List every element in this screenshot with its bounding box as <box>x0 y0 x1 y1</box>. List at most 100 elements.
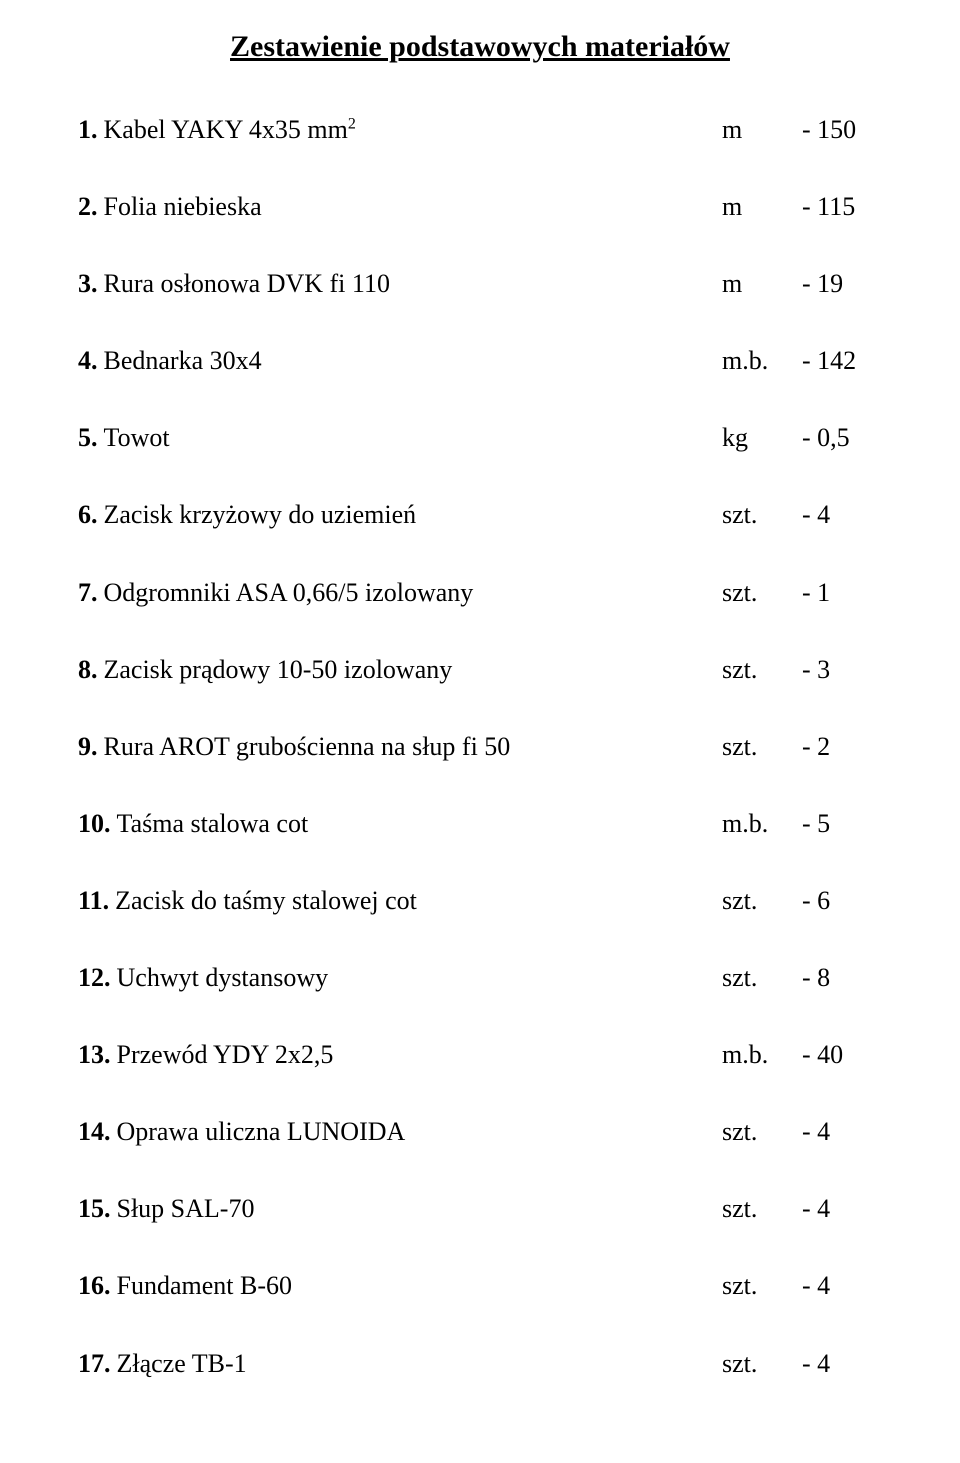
item-number: 10. <box>78 806 111 841</box>
item-quantity: - 142 <box>802 343 882 378</box>
item-name: Bednarka 30x4 <box>98 343 723 378</box>
item-name-superscript: 2 <box>348 115 356 132</box>
list-item: 8.Zacisk prądowy 10-50 izolowanyszt.- 3 <box>78 652 882 687</box>
item-number: 16. <box>78 1268 111 1303</box>
item-unit: szt. <box>722 1191 802 1226</box>
item-name-text: Folia niebieska <box>104 192 262 221</box>
item-unit: szt. <box>722 1268 802 1303</box>
item-quantity: - 4 <box>802 1346 882 1381</box>
item-quantity: - 4 <box>802 1191 882 1226</box>
list-item: 15.Słup SAL-70 szt.- 4 <box>78 1191 882 1226</box>
item-number: 5. <box>78 420 98 455</box>
item-name: Złącze TB-1 <box>111 1346 723 1381</box>
list-item: 14.Oprawa uliczna LUNOIDAszt.- 4 <box>78 1114 882 1149</box>
list-item: 3.Rura osłonowa DVK fi 110 m- 19 <box>78 266 882 301</box>
item-name-text: Rura osłonowa DVK fi 110 <box>104 269 390 298</box>
item-number: 4. <box>78 343 98 378</box>
item-unit: szt. <box>722 652 802 687</box>
item-name-text: Zacisk prądowy 10-50 izolowany <box>104 655 453 684</box>
item-unit: szt. <box>722 497 802 532</box>
item-quantity: - 6 <box>802 883 882 918</box>
item-unit: m <box>722 189 802 224</box>
item-name-text: Bednarka 30x4 <box>104 346 262 375</box>
item-unit: m.b. <box>722 806 802 841</box>
item-quantity: - 19 <box>802 266 882 301</box>
item-name-text: Towot <box>104 423 170 452</box>
item-name: Folia niebieska <box>98 189 723 224</box>
item-name: Zacisk krzyżowy do uziemień <box>98 497 723 532</box>
item-number: 1. <box>78 112 98 147</box>
list-item: 16.Fundament B-60 szt.- 4 <box>78 1268 882 1303</box>
item-name-text: Kabel YAKY 4x35 mm <box>104 115 348 144</box>
item-number: 17. <box>78 1346 111 1381</box>
item-name: Taśma stalowa cot <box>111 806 723 841</box>
item-name: Rura osłonowa DVK fi 110 <box>98 266 723 301</box>
item-unit: szt. <box>722 575 802 610</box>
list-item: 5.Towot kg- 0,5 <box>78 420 882 455</box>
item-unit: szt. <box>722 729 802 764</box>
list-item: 12.Uchwyt dystansowy szt.- 8 <box>78 960 882 995</box>
item-name-text: Rura AROT grubościenna na słup fi 50 <box>104 732 511 761</box>
item-unit: m <box>722 266 802 301</box>
item-quantity: - 40 <box>802 1037 882 1072</box>
item-name: Fundament B-60 <box>111 1268 723 1303</box>
item-quantity: - 4 <box>802 1268 882 1303</box>
item-name-text: Złącze TB-1 <box>117 1349 247 1378</box>
item-name: Kabel YAKY 4x35 mm2 <box>98 112 723 147</box>
document-page: Zestawienie podstawowych materiałów 1.Ka… <box>0 0 960 1463</box>
item-number: 9. <box>78 729 98 764</box>
item-unit: m.b. <box>722 1037 802 1072</box>
item-number: 15. <box>78 1191 111 1226</box>
item-quantity: - 5 <box>802 806 882 841</box>
item-name: Zacisk do taśmy stalowej cot <box>109 883 722 918</box>
item-quantity: - 2 <box>802 729 882 764</box>
item-name-text: Fundament B-60 <box>117 1271 293 1300</box>
item-number: 12. <box>78 960 111 995</box>
item-number: 7. <box>78 575 98 610</box>
page-title: Zestawienie podstawowych materiałów <box>78 30 882 64</box>
item-name: Uchwyt dystansowy <box>111 960 723 995</box>
item-name: Słup SAL-70 <box>111 1191 723 1226</box>
list-item: 6.Zacisk krzyżowy do uziemień szt.- 4 <box>78 497 882 532</box>
list-item: 13.Przewód YDY 2x2,5 m.b.- 40 <box>78 1037 882 1072</box>
list-item: 2.Folia niebieska m- 115 <box>78 189 882 224</box>
item-name: Odgromniki ASA 0,66/5 izolowany <box>98 575 723 610</box>
item-quantity: - 3 <box>802 652 882 687</box>
item-name: Oprawa uliczna LUNOIDA <box>111 1114 723 1149</box>
item-number: 14. <box>78 1114 111 1149</box>
item-name: Przewód YDY 2x2,5 <box>111 1037 723 1072</box>
item-unit: m <box>722 112 802 147</box>
item-quantity: - 150 <box>802 112 882 147</box>
item-number: 11. <box>78 883 109 918</box>
list-item: 7.Odgromniki ASA 0,66/5 izolowany szt.- 1 <box>78 575 882 610</box>
item-unit: szt. <box>722 1346 802 1381</box>
item-name-text: Uchwyt dystansowy <box>117 963 329 992</box>
item-quantity: - 8 <box>802 960 882 995</box>
item-name-text: Taśma stalowa cot <box>117 809 309 838</box>
item-name-text: Odgromniki ASA 0,66/5 izolowany <box>104 578 474 607</box>
item-unit: szt. <box>722 960 802 995</box>
list-item: 11.Zacisk do taśmy stalowej cot szt.- 6 <box>78 883 882 918</box>
item-name-text: Przewód YDY 2x2,5 <box>117 1040 334 1069</box>
materials-list: 1.Kabel YAKY 4x35 mm2m- 1502.Folia niebi… <box>78 112 882 1381</box>
item-quantity: - 0,5 <box>802 420 882 455</box>
item-name-text: Zacisk krzyżowy do uziemień <box>104 500 417 529</box>
item-name-text: Oprawa uliczna LUNOIDA <box>117 1117 406 1146</box>
item-unit: m.b. <box>722 343 802 378</box>
item-unit: szt. <box>722 1114 802 1149</box>
item-name: Rura AROT grubościenna na słup fi 50 <box>98 729 723 764</box>
item-number: 3. <box>78 266 98 301</box>
item-name-text: Słup SAL-70 <box>117 1194 255 1223</box>
item-number: 6. <box>78 497 98 532</box>
list-item: 9.Rura AROT grubościenna na słup fi 50 sz… <box>78 729 882 764</box>
item-name-text: Zacisk do taśmy stalowej cot <box>115 886 417 915</box>
list-item: 17.Złącze TB-1 szt.- 4 <box>78 1346 882 1381</box>
item-number: 13. <box>78 1037 111 1072</box>
item-quantity: - 115 <box>802 189 882 224</box>
item-unit: kg <box>722 420 802 455</box>
item-quantity: - 1 <box>802 575 882 610</box>
item-unit: szt. <box>722 883 802 918</box>
item-name: Zacisk prądowy 10-50 izolowany <box>98 652 723 687</box>
item-quantity: - 4 <box>802 497 882 532</box>
item-number: 2. <box>78 189 98 224</box>
